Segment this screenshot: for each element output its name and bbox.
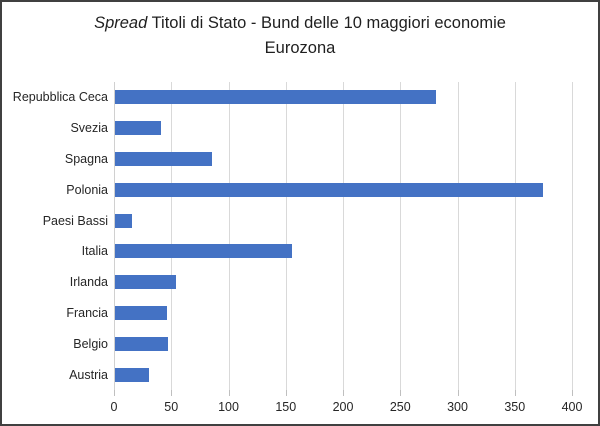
- bar-paesi-bassi: [115, 214, 132, 228]
- bar-polonia: [115, 183, 543, 197]
- chart-title-italic: Spread: [94, 14, 148, 32]
- chart-title: Spread Titoli di Stato - Bund delle 10 m…: [2, 11, 598, 61]
- gridline: [286, 82, 287, 390]
- bar-irlanda: [115, 275, 176, 289]
- category-label: Italia: [81, 244, 108, 258]
- category-label: Irlanda: [69, 275, 108, 289]
- bar-austria: [115, 368, 149, 382]
- category-label: Belgio: [73, 337, 108, 351]
- x-axis-tick: [171, 390, 172, 396]
- x-axis-tick: [400, 390, 401, 396]
- x-axis-tick-label: 0: [110, 400, 118, 414]
- x-axis-tick-label: 100: [218, 400, 239, 414]
- bar-francia: [115, 306, 167, 320]
- x-axis-tick: [515, 390, 516, 396]
- category-label: Svezia: [70, 121, 108, 135]
- gridline: [229, 82, 230, 390]
- x-axis-tick-label: 400: [561, 400, 583, 414]
- bar-italia: [115, 244, 292, 258]
- bar-repubblica-ceca: [115, 90, 436, 104]
- x-axis-tick: [229, 390, 230, 396]
- x-axis-tick-label: 250: [389, 400, 411, 414]
- gridline: [458, 82, 459, 390]
- x-axis-tick-label: 150: [275, 400, 297, 414]
- gridline: [400, 82, 401, 390]
- gridline: [515, 82, 516, 390]
- x-axis-tick-label: 200: [332, 400, 354, 414]
- category-label: Repubblica Ceca: [12, 90, 108, 104]
- chart-title-rest: Titoli di Stato - Bund delle 10 maggiori…: [147, 14, 506, 32]
- x-axis-tick-label: 300: [447, 400, 468, 414]
- category-label: Polonia: [66, 183, 108, 197]
- gridline: [572, 82, 573, 390]
- bar-svezia: [115, 121, 161, 135]
- x-axis-tick: [458, 390, 459, 396]
- x-axis-tick-label: 50: [164, 400, 179, 414]
- x-axis-tick: [343, 390, 344, 396]
- gridline: [171, 82, 172, 390]
- chart-title-line1: Spread Titoli di Stato - Bund delle 10 m…: [2, 11, 598, 36]
- category-label: Austria: [69, 368, 108, 382]
- category-axis-line: [114, 82, 115, 390]
- category-label: Francia: [66, 306, 108, 320]
- gridline: [343, 82, 344, 390]
- category-label: Spagna: [64, 152, 108, 166]
- x-axis-tick: [286, 390, 287, 396]
- category-label: Paesi Bassi: [42, 214, 108, 228]
- bar-spagna: [115, 152, 212, 166]
- x-axis-tick: [572, 390, 573, 396]
- x-axis-tick-label: 350: [504, 400, 526, 414]
- chart-title-line2: Eurozona: [264, 39, 336, 57]
- bar-belgio: [115, 337, 168, 351]
- x-axis-tick: [114, 390, 115, 396]
